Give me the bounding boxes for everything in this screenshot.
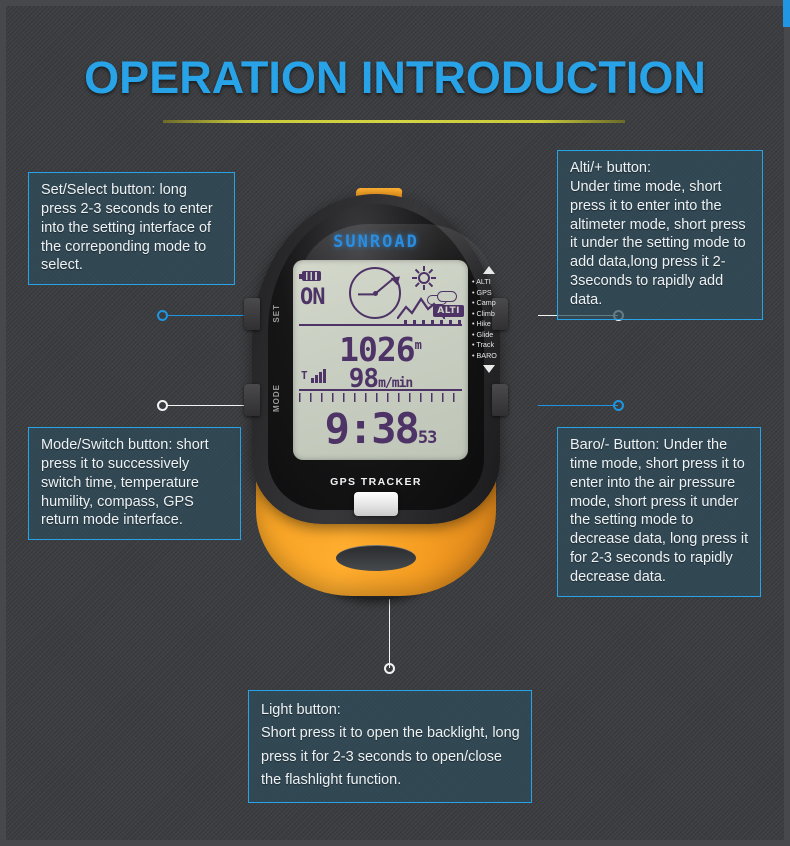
lcd-altitude-readout: 1026m: [293, 330, 468, 369]
connector-dot-mode: [157, 400, 168, 411]
blue-corner-accent: [783, 0, 790, 27]
product-label: GPS TRACKER: [330, 476, 422, 488]
lcd-screen: ON: [293, 260, 468, 460]
mode-item: ALTI: [472, 277, 506, 288]
battery-icon: [299, 271, 321, 281]
page-edge-bottom: [0, 840, 790, 846]
page-edge-top: [0, 0, 790, 6]
triangle-down-icon: [483, 364, 495, 373]
lcd-divider-bottom: [299, 389, 462, 391]
lcd-mode-list: ALTI GPS Camp Climb Hike Glide Track BAR…: [472, 266, 506, 373]
mode-list-items: ALTI GPS Camp Climb Hike Glide Track BAR…: [472, 277, 506, 362]
lcd-status-row: ON: [293, 263, 468, 325]
lcd-status-on: ON: [300, 285, 325, 310]
mode-item: Hike: [472, 319, 506, 330]
page-edge-right: [784, 0, 790, 846]
connector-dot-baro: [613, 400, 624, 411]
lcd-time-value: 9:38: [324, 404, 420, 453]
callout-light-button: Light button: Short press it to open the…: [248, 690, 532, 803]
lcd-time-readout: 9:3853: [293, 404, 468, 453]
brand-logo: SUNROAD: [333, 232, 419, 252]
mode-button-engraving: MODE: [272, 384, 281, 412]
mode-switch-button[interactable]: [244, 384, 260, 416]
callout-mode-switch: Mode/Switch button: short press it to su…: [28, 427, 241, 541]
triangle-up-icon: [483, 266, 495, 274]
page-title: OPERATION INTRODUCTION: [84, 52, 706, 103]
light-button[interactable]: [354, 492, 398, 516]
callout-light-text: Short press it to open the backlight, lo…: [261, 725, 520, 789]
compass-icon: [349, 267, 404, 319]
mode-item: Glide: [472, 330, 506, 341]
callout-alti-plus: Alti/+ button: Under time mode, short pr…: [557, 150, 763, 320]
sun-icon: [412, 266, 436, 290]
lcd-altitude-value: 1026: [339, 330, 415, 369]
lcd-time-seconds: 53: [417, 428, 438, 448]
page-title-wrap: OPERATION INTRODUCTION: [0, 52, 790, 104]
gps-tracker-device: SUNROAD SET MODE ON: [244, 188, 508, 618]
callout-mode-switch-text: Mode/Switch button: short press it to su…: [41, 437, 209, 529]
connector-dot-set: [157, 310, 168, 321]
connector-line-baro: [538, 405, 618, 406]
callout-light-heading: Light button:: [261, 702, 341, 718]
callout-set-select: Set/Select button: long press 2-3 second…: [28, 172, 235, 286]
callout-set-select-text: Set/Select button: long press 2-3 second…: [41, 182, 213, 274]
lcd-mode-badge: ALTI: [433, 305, 464, 317]
connector-dot-light: [384, 663, 395, 674]
set-button-engraving: SET: [272, 304, 281, 323]
lcd-altitude-unit: m: [414, 338, 422, 352]
mode-item: GPS: [472, 288, 506, 299]
mode-item: Camp: [472, 298, 506, 309]
mode-item: BARO: [472, 351, 506, 362]
mode-item: Track: [472, 340, 506, 351]
baro-minus-button[interactable]: [492, 384, 508, 416]
lcd-vertical-speed-unit: m/min: [378, 376, 413, 391]
lcd-dotted-row: [404, 320, 462, 324]
connector-line-mode: [168, 405, 252, 406]
lcd-divider-top: [299, 324, 462, 326]
set-select-button[interactable]: [244, 298, 260, 330]
callout-baro-minus: Baro/- Button: Under the time mode, shor…: [557, 427, 761, 597]
lcd-scale-ruler: [299, 393, 462, 402]
callout-alti-plus-text: Under time mode, short press it to enter…: [570, 178, 746, 308]
connector-line-set: [168, 315, 252, 316]
callout-baro-minus-text: Baro/- Button: Under the time mode, shor…: [570, 437, 749, 585]
mode-item: Climb: [472, 309, 506, 320]
title-underline-rule: [163, 120, 625, 123]
cloud-icon: [425, 290, 461, 306]
carabiner-loop-inner: [336, 545, 416, 571]
page-edge-left: [0, 0, 6, 846]
callout-alti-plus-heading: Alti/+ button:: [570, 160, 652, 176]
signal-bars-icon: T: [301, 368, 327, 383]
